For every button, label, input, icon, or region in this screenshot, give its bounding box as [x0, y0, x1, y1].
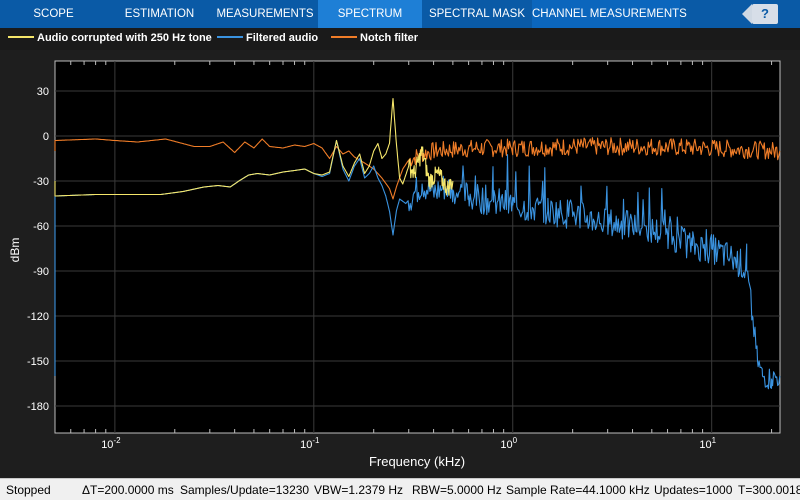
- y-tick-label: -90: [33, 266, 49, 278]
- legend-swatch: [331, 36, 357, 39]
- legend: Audio corrupted with 250 Hz tone Filtere…: [0, 28, 800, 50]
- legend-item-notch-filter[interactable]: Notch filter: [331, 32, 418, 46]
- legend-item-filtered-audio[interactable]: Filtered audio: [217, 32, 318, 46]
- y-tick-label: -180: [27, 401, 49, 413]
- legend-item-corrupted-audio[interactable]: Audio corrupted with 250 Hz tone: [8, 32, 212, 46]
- status-samples-per-update: Samples/Update=13230: [180, 483, 310, 497]
- y-axis-label: dBm: [8, 238, 22, 263]
- x-tick-label: 10-2: [101, 436, 121, 451]
- legend-swatch: [217, 36, 243, 39]
- tab-measurements[interactable]: MEASUREMENTS: [216, 8, 314, 20]
- y-tick-label: 30: [37, 86, 49, 98]
- y-axis-ticks: 30 0 -30 -60 -90 -120 -150 -180: [27, 86, 49, 413]
- series-line-audio-corrupted-with-250-hz-tone: [54, 97, 454, 197]
- legend-label: Filtered audio: [246, 32, 319, 44]
- legend-swatch: [8, 36, 34, 39]
- tab-scope[interactable]: SCOPE: [33, 8, 74, 20]
- y-tick-label: -150: [27, 356, 49, 368]
- series-group: [54, 97, 781, 390]
- x-axis-label: Frequency (kHz): [369, 454, 465, 469]
- help-collapse-icon: [742, 4, 752, 24]
- status-rbw: RBW=5.0000 Hz: [412, 483, 502, 497]
- y-tick-label: 0: [43, 131, 49, 143]
- grid-lines: [55, 61, 780, 433]
- spectrum-plot[interactable]: 300-30-60-90-120-150-180 10-2 10-1 100 101 …: [0, 50, 800, 478]
- status-updates: Updates=1000: [654, 483, 733, 497]
- status-state: Stopped: [6, 483, 51, 497]
- y-tick-label: -120: [27, 311, 49, 323]
- tab-spectrum[interactable]: SPECTRUM: [318, 0, 422, 28]
- x-tick-label: 10-1: [300, 436, 320, 451]
- status-delta-t: ΔT=200.0000 ms: [82, 483, 174, 497]
- y-tick-label: -60: [33, 221, 49, 233]
- status-vbw: VBW=1.2379 Hz: [314, 483, 404, 497]
- tab-estimation[interactable]: ESTIMATION: [124, 8, 195, 20]
- legend-label: Audio corrupted with 250 Hz tone: [37, 32, 212, 44]
- status-bar: Stopped ΔT=200.0000 ms Samples/Update=13…: [0, 478, 800, 500]
- x-tick-label: 101: [699, 436, 716, 451]
- y-tick-label: -30: [33, 176, 49, 188]
- x-tick-label: 100: [500, 436, 517, 451]
- plot-area[interactable]: [54, 60, 781, 434]
- help-button[interactable]: ?: [742, 4, 778, 24]
- toolstrip-tab-bar: SCOPE ESTIMATION MEASUREMENTS SPECTRUM S…: [0, 0, 800, 28]
- help-icon: ?: [752, 4, 778, 24]
- status-time: T=300.0018: [738, 483, 800, 497]
- legend-label: Notch filter: [360, 32, 419, 44]
- status-sample-rate: Sample Rate=44.1000 kHz: [506, 483, 650, 497]
- series-line-notch-filter: [54, 137, 781, 200]
- tab-spectral-mask[interactable]: SPECTRAL MASK: [428, 8, 526, 20]
- tab-channel-measurements[interactable]: CHANNEL MEASUREMENTS: [532, 0, 687, 28]
